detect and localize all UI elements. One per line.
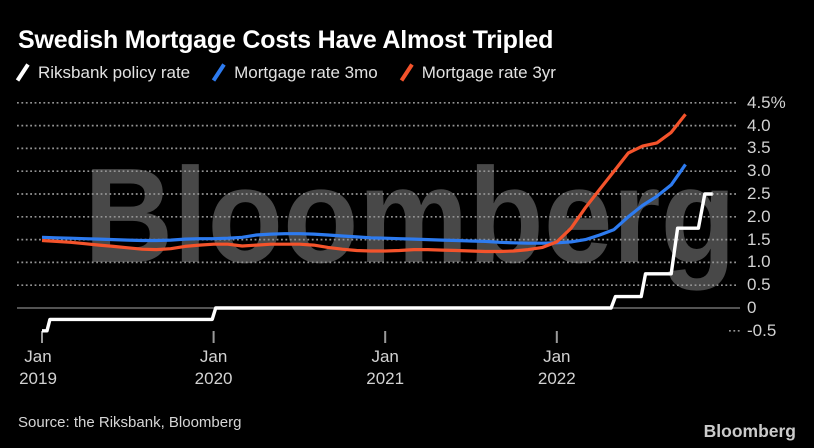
y-axis-label: 0.5 [747,275,771,295]
chart-title: Swedish Mortgage Costs Have Almost Tripl… [18,26,554,54]
legend-item-mortgage-3yr: Mortgage rate 3yr [399,62,556,83]
y-axis-label: 4.0 [747,115,771,135]
legend-item-mortgage-3mo: Mortgage rate 3mo [211,62,378,83]
x-tick [384,331,387,343]
legend-slash-icon [15,63,30,82]
riksbank-policy-rate-line [42,192,713,333]
y-axis-label: 3.5 [747,138,771,158]
x-tick [41,331,43,343]
y-axis-label: 0 [747,298,757,317]
x-axis-label: 2020 [194,369,233,388]
bloomberg-logo: Bloomberg [703,421,796,441]
y-axis-label: 1.5 [747,229,771,249]
y-axis-label: 4.5% [747,92,786,112]
legend-slash-icon [211,63,226,82]
x-axis-label: 2021 [366,369,405,388]
y-axis-label: 2.0 [747,206,771,226]
mortgage-rate-3mo-line [41,163,687,245]
legend-item-policy-rate: Riksbank policy rate [15,62,190,83]
legend-label: Mortgage rate 3mo [234,62,378,82]
y-axis-label: 2.5 [747,184,771,203]
x-axis-label: 2022 [537,369,576,388]
chart-legend: Riksbank policy rate Mortgage rate 3mo M… [15,62,556,83]
source-note: Source: the Riksbank, Bloomberg [18,414,242,431]
y-axis-label: -0.5 [747,320,777,340]
x-axis-label: Jan [24,347,52,366]
watermark: Bloomberg [84,140,736,291]
x-axis-label: Jan [543,347,571,366]
x-tick [555,331,558,343]
legend-label: Mortgage rate 3yr [421,62,556,82]
legend-label: Riksbank policy rate [38,62,191,82]
x-tick [212,331,215,343]
legend-slash-icon [399,63,414,82]
y-axis-label: 3.0 [747,161,771,181]
x-axis-label: Jan [199,347,228,366]
y-axis-label: 1.0 [747,252,771,272]
mortgage-rate-3yr-line [41,113,687,254]
x-axis-label: Jan [371,347,399,366]
x-axis-label: 2019 [19,369,57,388]
